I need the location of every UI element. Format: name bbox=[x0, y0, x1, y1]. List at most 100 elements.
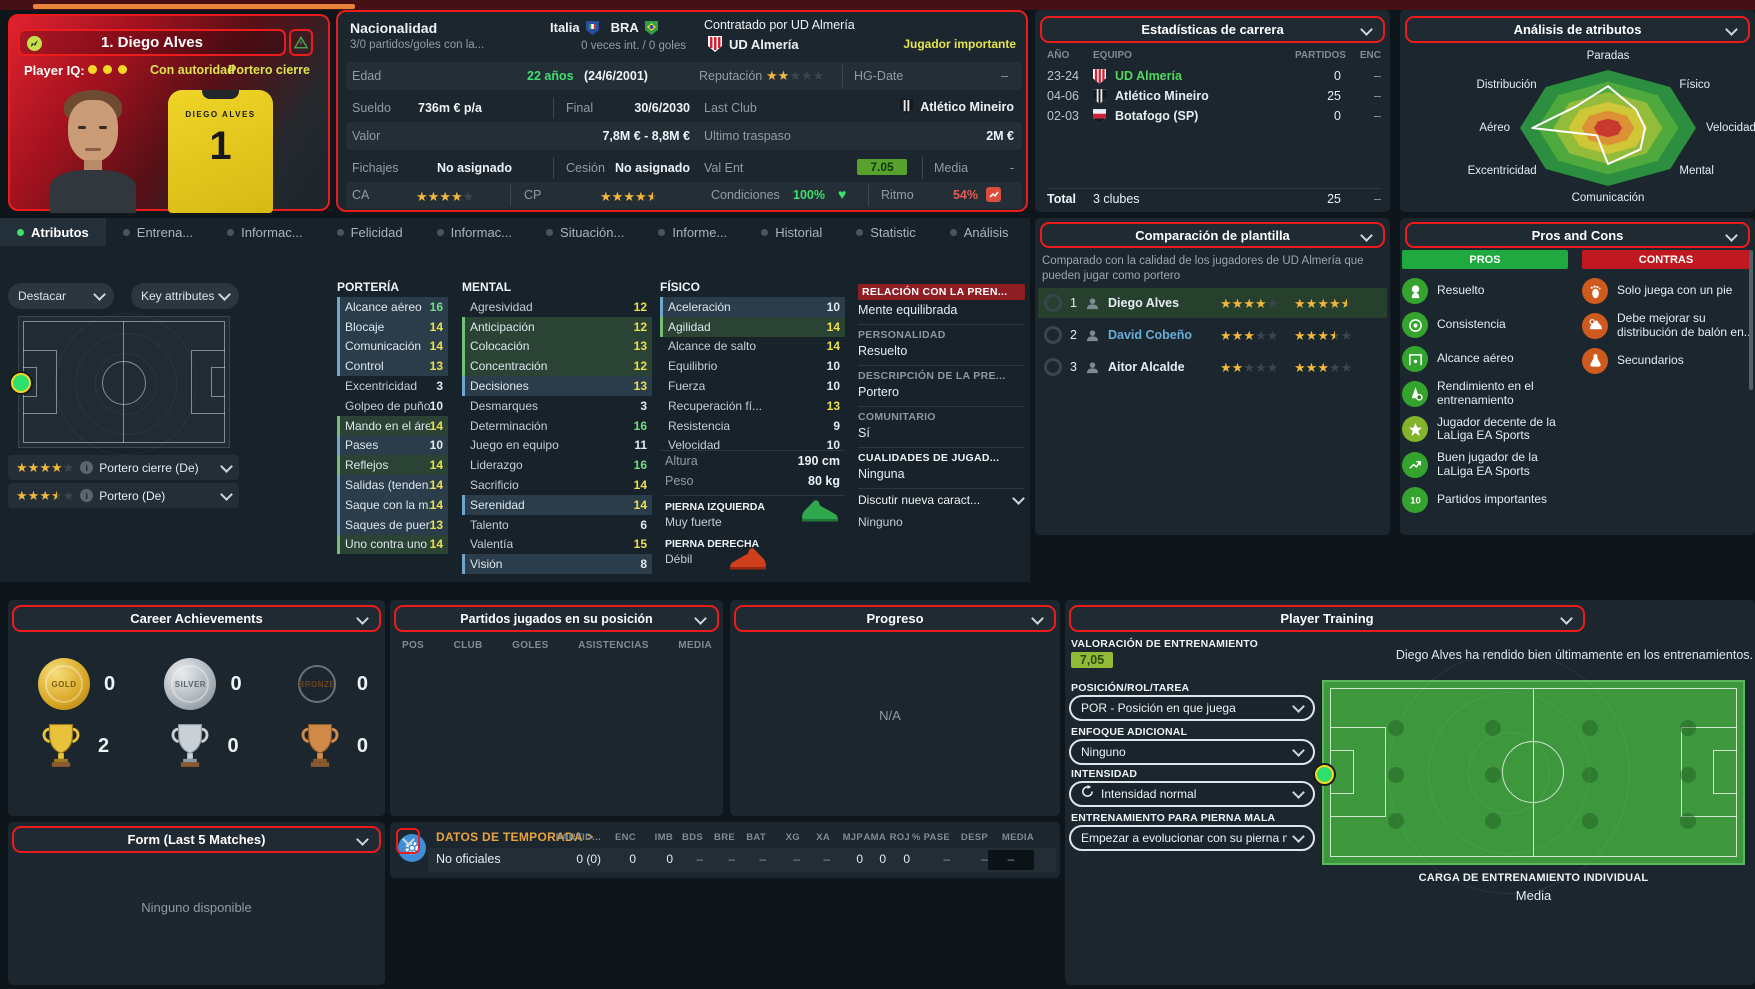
tab-entrena[interactable]: Entrena... bbox=[106, 218, 210, 246]
squad-comparison-header[interactable]: Comparación de plantilla bbox=[1040, 222, 1385, 248]
warning-badge[interactable] bbox=[289, 29, 313, 56]
comparison-row-diego-alves[interactable]: 1 Diego Alves ★★★★★ ★★★★★ ★ bbox=[1038, 288, 1387, 318]
profile-tabs: Atributos Entrena... Informac... Felicidad I… bbox=[0, 218, 1030, 246]
condition-value: 100% bbox=[793, 188, 825, 202]
club-row[interactable]: UD Almería bbox=[708, 36, 799, 52]
condition-label: Condiciones bbox=[711, 188, 780, 202]
tab-informe[interactable]: Informe... bbox=[641, 218, 744, 246]
radar-axis-label: Paradas bbox=[1586, 50, 1630, 62]
pro-item: Rendimiento en el entrenamiento bbox=[1402, 379, 1572, 408]
current-ability-stars: ★★★★★ bbox=[1220, 359, 1279, 375]
player-iq-dots bbox=[88, 65, 127, 74]
shirt-name: DIEGO ALVES bbox=[185, 110, 256, 119]
career-achievements-panel: Career Achievements GOLD 0 SILVER 0 BRONZE 0 … bbox=[8, 600, 385, 816]
season-column-header: XG bbox=[785, 832, 800, 843]
career-achievements-header[interactable]: Career Achievements bbox=[12, 605, 381, 632]
key-attributes-dropdown[interactable]: Key attributes bbox=[131, 283, 239, 309]
matches-played-header[interactable]: Partidos jugados en su posición bbox=[394, 605, 719, 632]
career-stats-row[interactable]: 23-24 UD Almería 0– bbox=[1047, 68, 1381, 84]
foot-icon bbox=[1582, 278, 1608, 304]
potential-ability-stars: ★★★★★ bbox=[1294, 359, 1353, 375]
tab-dot-icon bbox=[17, 228, 24, 236]
career-stats-row[interactable]: 04-06 Atlético Mineiro 25– bbox=[1047, 88, 1381, 104]
hg-date-label: HG-Date bbox=[854, 69, 904, 83]
press-section-value: Resuelto bbox=[858, 344, 908, 358]
chevron-down-icon bbox=[1012, 492, 1025, 505]
role-rating-row[interactable]: ★★★★★ i Portero cierre (De) bbox=[8, 455, 239, 480]
training-field-label: INTENSIDAD bbox=[1071, 768, 1138, 780]
tab-statistic[interactable]: Statistic bbox=[839, 218, 933, 246]
scrollbar-thumb[interactable] bbox=[1749, 250, 1753, 390]
comparison-row-david-cobeño[interactable]: 2 David Cobeño ★★★★★ ★★★★ ★ ★ bbox=[1038, 320, 1387, 350]
last-transfer-label: Ultimo traspaso bbox=[704, 129, 791, 143]
training-dropdown-4[interactable]: Empezar a evolucionar con su pierna ma..… bbox=[1069, 825, 1315, 851]
season-value: 0 bbox=[903, 852, 910, 866]
season-column-header: XA bbox=[816, 832, 830, 843]
age-label: Edad bbox=[352, 69, 382, 83]
attribute-row: Juego en equipo 11 bbox=[470, 438, 647, 453]
training-gk-dot[interactable] bbox=[1315, 765, 1334, 784]
player-head-icon bbox=[1086, 297, 1108, 310]
tab-felicidad[interactable]: Felicidad bbox=[320, 218, 420, 246]
pros-cons-header[interactable]: Pros and Cons bbox=[1405, 222, 1750, 248]
comparison-row-aitor-alcalde[interactable]: 3 Aitor Alcalde ★★★★★ ★★★★★ bbox=[1038, 352, 1387, 382]
tab-dot-icon bbox=[546, 228, 554, 236]
attribute-group-title: PORTERÍA bbox=[337, 280, 400, 294]
season-value: – bbox=[823, 852, 830, 866]
destacar-dropdown[interactable]: Destacar bbox=[8, 283, 114, 309]
season-collapse-chevron[interactable] bbox=[396, 828, 420, 854]
reputation-stars: ★★★★★ bbox=[766, 68, 825, 83]
attribute-row: Excentricidad 3 bbox=[345, 379, 443, 394]
attribute-row: Determinación 16 bbox=[470, 418, 647, 433]
player-trait-1: Con autoridad bbox=[150, 63, 235, 77]
pro-item: Consistencia bbox=[1402, 312, 1572, 338]
career-stats-row[interactable]: 02-03 Botafogo (SP) 0– bbox=[1047, 108, 1381, 124]
head-icon bbox=[1402, 278, 1428, 304]
player-iq-compass-icon[interactable] bbox=[27, 36, 42, 51]
training-load-value: Media bbox=[1515, 888, 1552, 903]
tab-atributos[interactable]: Atributos bbox=[0, 218, 106, 246]
radar-axis-label: Distribución bbox=[1476, 79, 1537, 92]
con-item: Solo juega con un pie bbox=[1582, 278, 1754, 304]
training-dropdown-2[interactable]: Ninguno bbox=[1069, 739, 1315, 765]
discuss-trait-dropdown[interactable]: Discutir nueva caract... bbox=[858, 488, 1025, 511]
season-column-header: PARTID... bbox=[555, 832, 601, 843]
pros-header-bar: PROS bbox=[1402, 250, 1568, 269]
matches-column-header: ASISTENCIAS bbox=[578, 640, 649, 651]
progress-empty-text: N/A bbox=[879, 708, 901, 723]
refresh-icon bbox=[1081, 785, 1094, 803]
attribute-row: Alcance aéreo 16 bbox=[337, 297, 448, 317]
chevron-down-icon bbox=[1292, 830, 1305, 843]
tab-informac[interactable]: Informac... bbox=[420, 218, 529, 246]
training-dropdown-1[interactable]: POR - Posición en que juega bbox=[1069, 695, 1315, 721]
season-value: – bbox=[793, 852, 800, 866]
role-rating-row[interactable]: ★★★★ ★ ★ i Portero (De) bbox=[8, 483, 239, 508]
tab-situacin[interactable]: Situación... bbox=[529, 218, 641, 246]
attribute-row: Sacrificio 14 bbox=[470, 478, 647, 493]
season-data-link[interactable]: DATOS DE TEMPORADA > bbox=[436, 830, 594, 844]
goalkeeper-position-dot[interactable] bbox=[11, 373, 31, 393]
training-dropdown-3[interactable]: Intensidad normal bbox=[1069, 781, 1315, 807]
career-stats-header[interactable]: Estadísticas de carrera bbox=[1040, 16, 1385, 43]
player-training-header[interactable]: Player Training bbox=[1069, 605, 1585, 632]
form-empty-text: Ninguno disponible bbox=[141, 900, 252, 915]
birthdate: (24/6/2001) bbox=[584, 69, 648, 83]
squad-status: Jugador importante bbox=[903, 37, 1016, 51]
pros-cons-panel: Pros and Cons PROS CONTRAS Resuelto Consi… bbox=[1400, 218, 1755, 535]
radar-axis-label: Comunicación bbox=[1571, 192, 1645, 204]
tab-historial[interactable]: Historial bbox=[744, 218, 839, 246]
form-header[interactable]: Form (Last 5 Matches) bbox=[12, 826, 381, 853]
compare-radio-icon bbox=[1044, 358, 1062, 376]
trophy-gold: 2 bbox=[38, 720, 109, 773]
mineiro-crest-icon bbox=[900, 99, 914, 114]
season-value: 0 bbox=[856, 852, 863, 866]
trophy-count: 0 bbox=[227, 735, 239, 757]
last-club-value[interactable]: Atlético Mineiro bbox=[818, 99, 1014, 114]
progress-header[interactable]: Progreso bbox=[734, 605, 1056, 632]
cp-label: CP bbox=[524, 188, 542, 202]
tab-anlisis[interactable]: Análisis bbox=[933, 218, 1026, 246]
chevron-down-icon bbox=[1560, 612, 1573, 625]
tab-informac[interactable]: Informac... bbox=[210, 218, 319, 246]
attribute-analysis-header[interactable]: Análisis de atributos bbox=[1405, 16, 1750, 43]
matches-column-header: GOLES bbox=[512, 640, 549, 651]
